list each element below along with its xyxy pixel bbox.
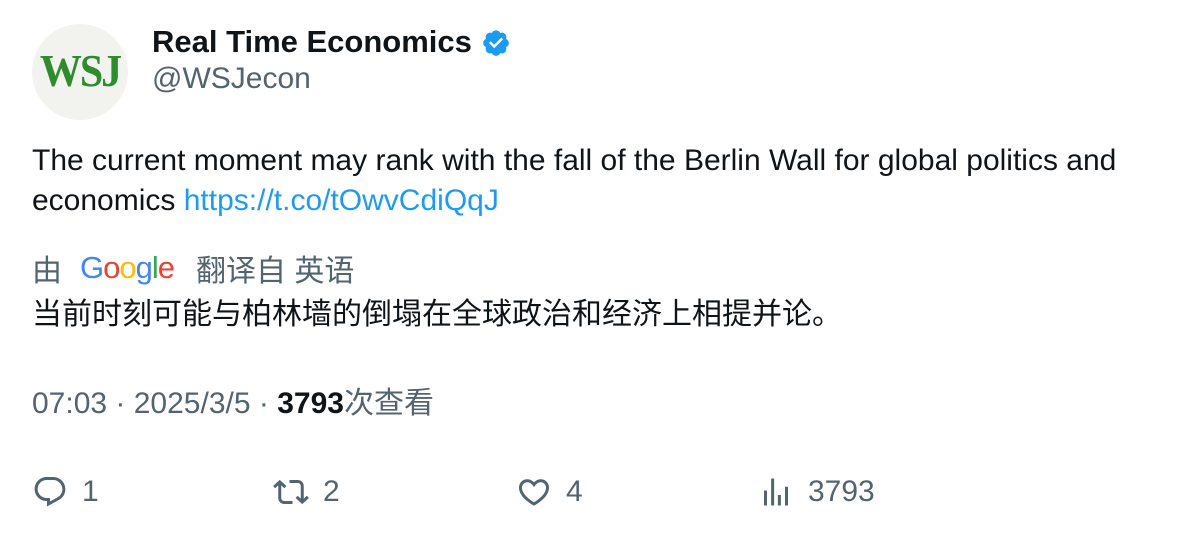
views-count: 3793 — [808, 475, 875, 508]
heart-icon — [518, 479, 550, 506]
verified-badge-icon — [483, 30, 509, 56]
reply-button[interactable]: 1 — [32, 470, 99, 514]
tweet-body: The current moment may rank with the fal… — [32, 141, 1152, 221]
analytics-bar-icon — [764, 478, 788, 506]
tweet-text: The current moment may rank with the fal… — [32, 144, 1117, 217]
translation-source-language[interactable]: 翻译自 英语 — [196, 255, 355, 288]
avatar-logo-text: WSJ — [39, 47, 122, 97]
tweet-link[interactable]: https://t.co/tOwvCdiQqJ — [183, 184, 499, 217]
author-handle[interactable]: @WSJecon — [152, 62, 311, 95]
views-button[interactable]: 3793 — [758, 470, 875, 514]
author-avatar[interactable]: WSJ — [32, 24, 128, 120]
retweet-count: 2 — [323, 475, 340, 508]
retweet-button[interactable]: 2 — [273, 470, 340, 514]
author-name-row: Real Time Economics — [152, 22, 511, 62]
tweet-time[interactable]: 07:03 — [32, 387, 108, 420]
reply-icon — [34, 477, 66, 507]
tweet-date[interactable]: 2025/3/5 — [133, 387, 251, 420]
tweet-meta: 07:03 · 2025/3/5 · 3793次查看 — [32, 384, 434, 424]
translated-tweet-text: 当前时刻可能与柏林墙的倒塌在全球政治和经济上相提并论。 — [32, 298, 842, 331]
retweet-icon — [273, 479, 309, 505]
tweet-views-count: 3793 — [277, 387, 344, 420]
like-button[interactable]: 4 — [516, 470, 583, 514]
tweet-views-label: 次查看 — [343, 387, 434, 420]
reply-count: 1 — [82, 475, 99, 508]
like-count: 4 — [566, 475, 583, 508]
meta-separator: · — [107, 387, 134, 420]
meta-separator: · — [250, 387, 278, 420]
tweet-actions: 1 2 4 3793 — [32, 470, 1172, 514]
author-display-name[interactable]: Real Time Economics — [152, 24, 472, 59]
translation-prefix: 由 — [32, 255, 62, 288]
